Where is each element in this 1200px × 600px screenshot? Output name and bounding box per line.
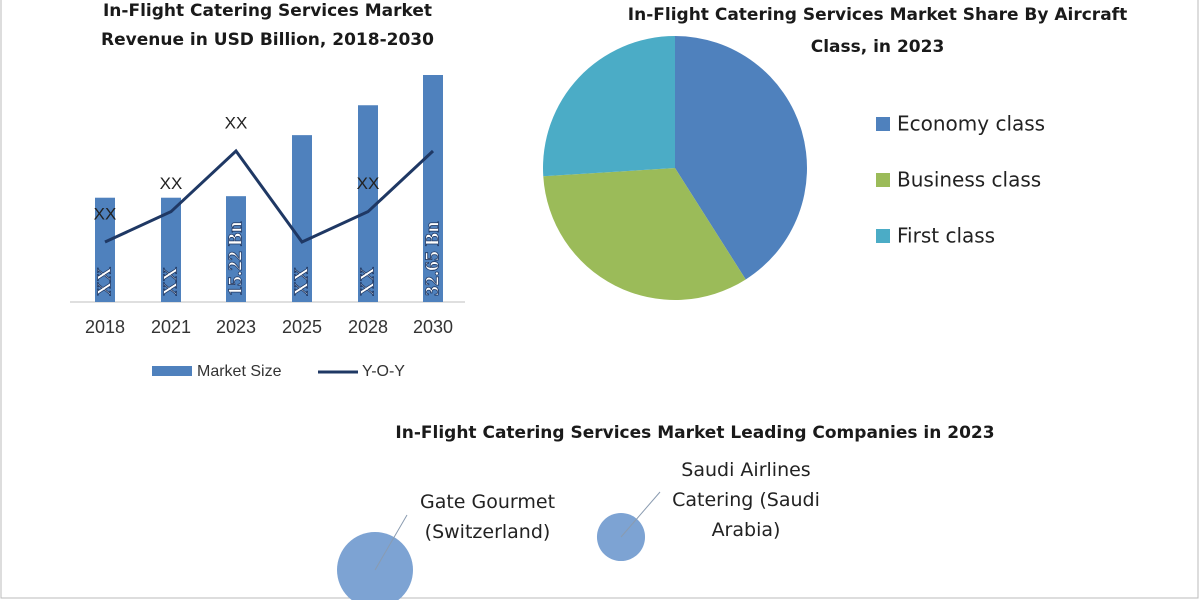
pie-chart-title: In-Flight Catering Services Market Share… — [627, 5, 1128, 57]
legend-label: Economy class — [897, 112, 1045, 136]
pie-slice — [543, 168, 746, 300]
bar-value-label: XX — [160, 267, 182, 296]
bubble-label: Gate Gourmet (Switzerland) — [419, 491, 556, 543]
legend-label: First class — [897, 224, 995, 248]
bar — [161, 197, 181, 302]
bubble-chart-title: In-Flight Catering Services Market Leadi… — [395, 423, 995, 443]
bar — [226, 196, 246, 302]
bar-chart-title: In-Flight Catering Services Market Reven… — [101, 1, 434, 50]
leader-line — [620, 491, 661, 538]
legend-swatch — [152, 366, 192, 376]
legend-label: Market Size — [197, 363, 282, 380]
pie-slice — [675, 36, 808, 280]
line-value-label: XX — [357, 174, 380, 193]
bar-value-label: XX — [357, 267, 379, 296]
bar-value-label: XX — [291, 267, 313, 296]
x-tick-label: 2025 — [282, 317, 322, 337]
x-tick-label: 2021 — [151, 317, 191, 337]
bar-value-label: 32.65 Bn — [422, 222, 444, 296]
x-tick-label: 2030 — [413, 317, 453, 337]
bubble — [337, 532, 413, 600]
line-value-label: XX — [94, 204, 117, 223]
x-tick-label: 2023 — [216, 317, 256, 337]
bar — [292, 135, 312, 302]
bar-value-label: 15.22 Bn — [225, 222, 247, 296]
bar — [95, 197, 115, 302]
pie-slice — [543, 36, 675, 177]
line-value-label: XX — [160, 174, 183, 193]
legend-swatch — [876, 173, 890, 187]
x-tick-label: 2018 — [85, 317, 125, 337]
leader-line — [374, 514, 408, 571]
legend-label: Y-O-Y — [362, 363, 405, 380]
bar — [423, 75, 443, 302]
legend-swatch — [876, 117, 890, 131]
bar-value-label: XX — [94, 267, 116, 296]
legend-label: Business class — [897, 168, 1041, 192]
bar — [358, 105, 378, 302]
legend-swatch — [876, 229, 890, 243]
bubble-label: Saudi Airlines Catering (Saudi Arabia) — [672, 459, 820, 541]
line — [104, 148, 435, 244]
line-value-label: XX — [225, 113, 248, 132]
x-tick-label: 2028 — [348, 317, 388, 337]
